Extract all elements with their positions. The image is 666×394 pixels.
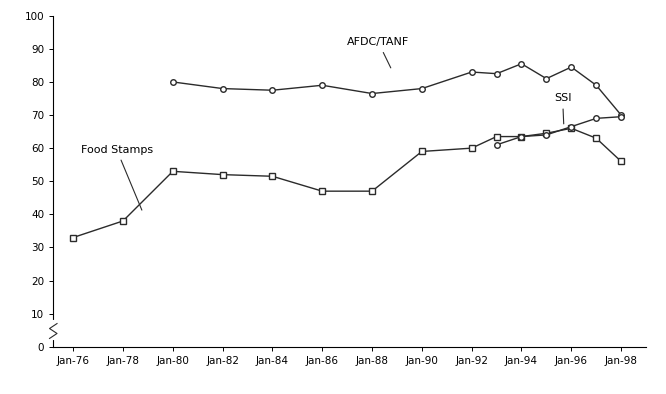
Text: AFDC/TANF: AFDC/TANF bbox=[347, 37, 410, 68]
Text: Food Stamps: Food Stamps bbox=[81, 145, 153, 210]
Text: SSI: SSI bbox=[554, 93, 571, 124]
